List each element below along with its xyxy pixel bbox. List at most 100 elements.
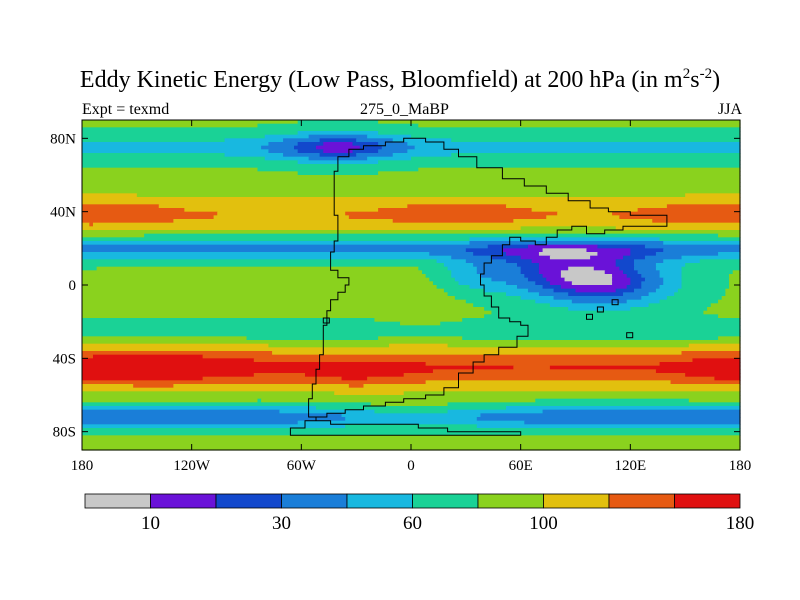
field-cell — [82, 178, 741, 183]
field-cell — [334, 391, 405, 396]
field-cell — [264, 156, 310, 161]
field-cell — [560, 285, 628, 290]
field-cell — [82, 431, 741, 436]
field-cell — [714, 376, 741, 381]
field-cell — [82, 160, 299, 165]
field-cell — [378, 171, 741, 176]
field-cell — [685, 263, 741, 268]
field-cell — [173, 219, 394, 224]
colorbar-box — [150, 493, 217, 509]
field-cell — [82, 149, 270, 154]
field-cell — [253, 373, 306, 378]
field-cell — [542, 248, 588, 253]
field-cell — [630, 307, 708, 312]
field-cell — [663, 277, 683, 282]
field-cell — [648, 303, 712, 308]
field-cell — [82, 299, 467, 304]
field-cell — [531, 259, 617, 264]
field-cell — [82, 303, 474, 308]
field-cell — [82, 292, 449, 297]
field-cell — [370, 402, 449, 407]
field-cell — [520, 255, 551, 260]
field-cell — [491, 310, 705, 315]
field-cell — [549, 255, 591, 260]
title-seconds: s — [690, 67, 700, 93]
field-cell — [564, 277, 613, 282]
field-cell — [447, 292, 507, 297]
field-cell — [718, 314, 741, 319]
field-cell — [718, 252, 741, 257]
field-cell — [392, 219, 514, 224]
field-cell — [451, 270, 478, 275]
field-cell — [345, 211, 558, 216]
field-cell — [297, 120, 379, 125]
field-cell — [421, 270, 452, 275]
field-cell — [92, 354, 204, 359]
colorbar-label: 10 — [141, 513, 160, 534]
field-cell — [703, 310, 741, 315]
field-cell — [378, 208, 533, 213]
field-cell — [681, 277, 730, 282]
field-cell — [644, 244, 741, 249]
field-cell — [202, 376, 343, 381]
field-cell — [436, 259, 467, 264]
field-cell — [144, 233, 719, 238]
field-cell — [352, 149, 379, 154]
field-cell — [721, 296, 741, 301]
field-cell — [641, 281, 664, 286]
field-cell — [520, 270, 540, 275]
field-cell — [82, 343, 270, 348]
field-cell — [82, 358, 255, 363]
axes: 180 120W 60W 0 60E 120E 180 80N 40N 0 40S 80S — [50, 120, 751, 474]
field-cell — [304, 373, 405, 378]
field-cell — [681, 285, 730, 290]
field-cell — [378, 120, 741, 125]
field-cell — [674, 292, 726, 297]
field-cell — [659, 237, 741, 242]
field-cell — [659, 270, 683, 275]
field-cell — [527, 288, 555, 293]
center-label: 275_0_MaBP — [360, 101, 449, 118]
field-cell — [612, 281, 631, 286]
field-cell — [597, 252, 631, 257]
colorbar-box — [215, 493, 282, 509]
field-cell — [367, 134, 412, 139]
field-cell — [655, 369, 741, 374]
field-cell — [663, 241, 741, 246]
field-cell — [82, 200, 741, 205]
chart-title: Eddy Kinetic Energy (Low Pass, Bloomfiel… — [0, 66, 800, 94]
field-cell — [82, 241, 471, 246]
field-cell — [681, 274, 730, 279]
field-cell — [681, 255, 741, 260]
field-cell — [82, 171, 299, 176]
field-cell — [542, 274, 562, 279]
field-cell — [345, 417, 478, 422]
field-cell — [92, 222, 741, 227]
field-cell — [341, 376, 368, 381]
colorbar-box — [412, 493, 479, 509]
field-cell — [663, 259, 701, 264]
field-cell — [615, 288, 635, 293]
field-cell — [590, 255, 624, 260]
field-cell — [82, 277, 430, 282]
field-cell — [425, 274, 452, 279]
field-cell — [681, 281, 730, 286]
y-tick-label: 0 — [69, 278, 77, 294]
field-cell — [319, 153, 357, 158]
field-cell — [612, 274, 628, 279]
field-cell — [268, 343, 390, 348]
field-cell — [546, 277, 566, 282]
field-cell — [491, 277, 529, 282]
field-cell — [264, 134, 310, 139]
field-cell — [535, 281, 551, 286]
field-cell — [538, 263, 617, 268]
left-label: Expt = texmd — [82, 101, 170, 118]
field-cell — [465, 248, 503, 253]
field-cell — [82, 215, 215, 220]
field-cell — [82, 413, 343, 418]
field-cell — [506, 204, 668, 209]
field-cell — [378, 336, 463, 341]
field-cell — [268, 149, 299, 154]
field-cell — [352, 142, 379, 147]
field-cell — [692, 358, 741, 363]
